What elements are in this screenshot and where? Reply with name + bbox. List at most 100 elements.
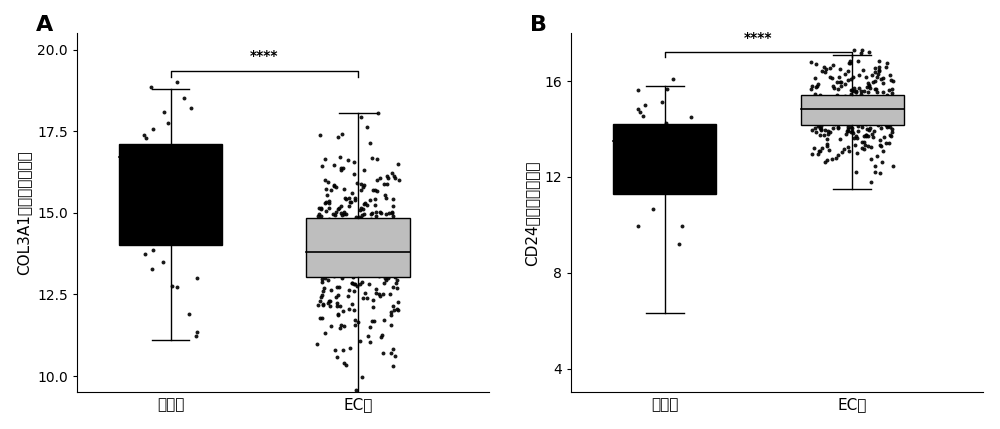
Point bbox=[831, 113, 847, 120]
Text: A: A bbox=[36, 15, 53, 35]
Point bbox=[346, 159, 362, 166]
Point bbox=[320, 219, 336, 226]
Point bbox=[861, 103, 877, 110]
Point bbox=[833, 106, 849, 113]
Point bbox=[845, 74, 861, 81]
Point bbox=[630, 86, 646, 93]
Point bbox=[164, 283, 180, 290]
Point bbox=[367, 202, 383, 209]
Point bbox=[860, 142, 876, 149]
Point bbox=[334, 235, 350, 242]
Point bbox=[391, 222, 407, 229]
Point bbox=[873, 121, 889, 128]
Point bbox=[334, 235, 350, 242]
Point bbox=[810, 101, 826, 108]
Point bbox=[323, 322, 339, 329]
Point bbox=[331, 223, 347, 230]
Point bbox=[362, 255, 378, 262]
Point bbox=[822, 129, 838, 136]
Point bbox=[386, 306, 402, 313]
Point bbox=[322, 220, 338, 227]
Point bbox=[856, 113, 872, 120]
Point bbox=[879, 92, 895, 99]
Point bbox=[871, 67, 887, 74]
Point bbox=[848, 89, 864, 96]
Point bbox=[847, 141, 863, 148]
Point bbox=[168, 155, 184, 162]
Point bbox=[632, 135, 648, 142]
Point bbox=[818, 115, 834, 122]
Point bbox=[658, 119, 674, 126]
Point bbox=[322, 303, 338, 310]
Point bbox=[812, 124, 828, 131]
Point bbox=[843, 76, 859, 82]
Point bbox=[311, 264, 327, 271]
Point bbox=[331, 284, 347, 290]
Point bbox=[345, 274, 361, 281]
Point bbox=[805, 100, 821, 107]
Point bbox=[368, 208, 384, 215]
Point bbox=[863, 155, 879, 162]
Point bbox=[867, 116, 883, 123]
Point bbox=[812, 92, 828, 99]
Point bbox=[846, 134, 862, 141]
Point bbox=[867, 163, 883, 170]
Point bbox=[873, 142, 889, 149]
Point bbox=[364, 209, 380, 216]
Point bbox=[390, 160, 406, 167]
Point bbox=[830, 151, 846, 158]
Point bbox=[346, 281, 362, 288]
Point bbox=[168, 196, 184, 203]
Point bbox=[823, 108, 839, 115]
Point bbox=[357, 261, 373, 268]
Point bbox=[837, 70, 853, 77]
Point bbox=[807, 112, 823, 118]
Point bbox=[347, 322, 363, 329]
Point bbox=[352, 206, 368, 213]
Point bbox=[863, 144, 879, 151]
Point bbox=[320, 178, 336, 185]
Point bbox=[354, 212, 370, 219]
Point bbox=[343, 263, 359, 270]
Point bbox=[358, 233, 374, 240]
Point bbox=[869, 111, 885, 118]
Point bbox=[143, 84, 159, 91]
Point bbox=[664, 183, 680, 190]
Point bbox=[146, 181, 162, 187]
Point bbox=[317, 199, 333, 206]
Point bbox=[369, 256, 385, 263]
Point bbox=[810, 81, 826, 88]
Point bbox=[342, 345, 358, 352]
Point bbox=[332, 239, 348, 246]
Point bbox=[355, 184, 371, 190]
Point bbox=[136, 132, 152, 139]
Point bbox=[804, 150, 820, 157]
Point bbox=[147, 205, 163, 212]
Point bbox=[333, 202, 349, 209]
Point bbox=[827, 121, 843, 128]
Point bbox=[378, 195, 394, 202]
Point bbox=[832, 79, 848, 85]
Point bbox=[871, 66, 887, 73]
Point bbox=[807, 94, 823, 101]
Point bbox=[839, 127, 855, 134]
Point bbox=[868, 104, 884, 111]
Point bbox=[382, 290, 398, 297]
Point bbox=[843, 123, 859, 130]
Point bbox=[861, 115, 877, 122]
Point bbox=[336, 211, 352, 218]
Point bbox=[845, 110, 861, 117]
Point bbox=[387, 264, 403, 271]
Point bbox=[867, 64, 883, 71]
Point bbox=[310, 222, 326, 229]
Point bbox=[325, 211, 341, 218]
Point bbox=[863, 103, 879, 110]
Point bbox=[853, 87, 869, 94]
Point bbox=[856, 133, 872, 139]
Point bbox=[682, 141, 698, 148]
Point bbox=[851, 71, 867, 78]
Point bbox=[851, 112, 867, 119]
Point bbox=[372, 208, 388, 215]
Point bbox=[342, 199, 358, 206]
Point bbox=[830, 85, 846, 92]
